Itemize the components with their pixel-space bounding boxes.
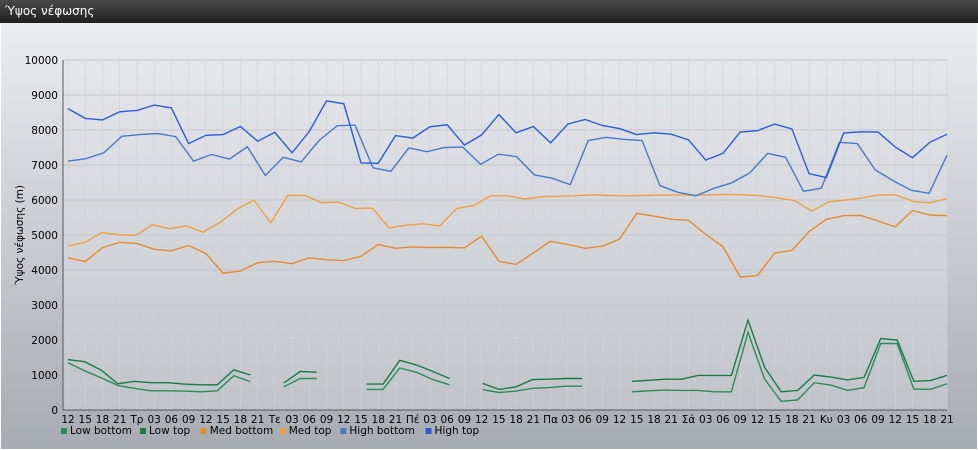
legend-marker-high-top: [425, 428, 432, 434]
x-tick-label: 06: [578, 414, 592, 426]
x-tick-label: 15: [492, 414, 505, 426]
x-tick-label: 12: [751, 414, 764, 426]
x-tick-label: 03: [285, 414, 298, 426]
y-tick-label: 4000: [31, 265, 58, 277]
series-line-low-top: [631, 317, 948, 393]
x-tick-label: 18: [509, 414, 522, 426]
legend-marker-low-bottom: [61, 428, 67, 434]
x-tick-label: 18: [96, 414, 109, 426]
x-tick-label: 06: [854, 414, 868, 426]
x-tick-label: 15: [906, 414, 919, 426]
x-tick-label: 18: [372, 414, 385, 426]
series-line-low-bottom: [631, 329, 948, 403]
y-tick-label: 8000: [31, 125, 58, 137]
y-tick-label: 5000: [31, 230, 58, 242]
legend-label-high-bottom: High bottom: [349, 425, 414, 437]
series-line-low-bottom: [366, 367, 450, 391]
series-line-med-top: [67, 193, 948, 247]
x-tick-label: 03: [561, 414, 574, 426]
series-line-high-bottom: [67, 124, 948, 197]
y-tick-label: 10000: [25, 55, 58, 67]
series-line-low-top: [366, 359, 450, 385]
x-tick-label: 15: [354, 414, 367, 426]
x-tick-label: 21: [940, 414, 953, 426]
y-tick-label: 6000: [31, 195, 58, 207]
x-tick-label: 18: [234, 414, 247, 426]
legend-marker-med-top: [279, 428, 286, 434]
legend-marker-high-bottom: [340, 428, 347, 434]
window-title: Ύψος νέφωσης: [5, 4, 95, 18]
x-tick-label: 18: [923, 414, 936, 426]
series-line-low-top: [67, 358, 251, 386]
x-tick-label: Πα: [543, 414, 558, 426]
x-tick-label: Τρ: [129, 414, 143, 426]
x-tick-label: 03: [423, 414, 436, 426]
y-tick-label: 1000: [31, 370, 58, 382]
x-tick-label: 12: [337, 414, 350, 426]
x-tick-label: 18: [647, 414, 660, 426]
x-tick-label: 03: [147, 414, 160, 426]
x-tick-label: 06: [303, 414, 317, 426]
legend-label-low-bottom: Low bottom: [70, 425, 132, 437]
series-line-high-top: [67, 100, 948, 179]
chart-panel: 0 1000 2000 3000 4000 5000 6000 7000 8000 9000 100…: [1, 23, 977, 449]
legend-label-low-top: Low top: [149, 425, 191, 437]
x-tick-label: 09: [320, 414, 333, 426]
x-tick-label: 09: [182, 414, 195, 426]
series-line-low-bottom: [283, 377, 317, 388]
x-tick-label: 21: [389, 414, 402, 426]
x-tick-label: 06: [716, 414, 730, 426]
x-tick-label: 12: [61, 414, 74, 426]
x-tick-label: 21: [802, 414, 815, 426]
x-tick-label: 06: [165, 414, 179, 426]
series-line-med-bottom: [67, 209, 948, 278]
y-axis-label: Ύψος νέφωσης (m): [14, 185, 26, 286]
y-tick-label: 0: [51, 405, 58, 417]
series-line-low-bottom: [67, 362, 251, 393]
x-tick-label: 12: [199, 414, 212, 426]
x-tick-label: 18: [785, 414, 798, 426]
x-tick-label: 21: [665, 414, 678, 426]
series-line-low-top: [283, 370, 317, 384]
x-tick-label: 15: [79, 414, 92, 426]
x-tick-label: 15: [630, 414, 643, 426]
legend-label-high-top: High top: [435, 425, 480, 437]
x-tick-label: 21: [251, 414, 264, 426]
y-tick-label: 9000: [31, 90, 58, 102]
x-tick-label: 06: [440, 414, 454, 426]
x-tick-label: Κυ: [820, 414, 833, 426]
legend-label-med-top: Med top: [289, 425, 332, 437]
series-line-low-bottom: [482, 385, 583, 394]
x-tick-label: 15: [768, 414, 781, 426]
x-tick-label: 15: [216, 414, 229, 426]
cloud-height-chart: 0 1000 2000 3000 4000 5000 6000 7000 8000 9000 100…: [14, 55, 954, 437]
y-tick-label: 2000: [31, 335, 58, 347]
legend-marker-low-top: [140, 428, 146, 434]
legend-marker-med-bottom: [200, 428, 207, 434]
x-tick-label: 09: [458, 414, 471, 426]
x-tick-label: 21: [113, 414, 126, 426]
x-tick-label: 12: [889, 414, 902, 426]
x-tick-label: Σά: [682, 414, 696, 426]
x-tick-label: 03: [837, 414, 850, 426]
legend-label-med-bottom: Med bottom: [210, 425, 274, 437]
x-tick-label: Πέ: [406, 414, 420, 426]
x-tick-label: 21: [527, 414, 540, 426]
series-line-low-top: [482, 377, 583, 391]
window-titlebar: Ύψος νέφωσης: [0, 0, 978, 23]
y-tick-label: 3000: [31, 300, 58, 312]
x-tick-label: 03: [699, 414, 712, 426]
y-tick-label: 7000: [31, 160, 58, 172]
x-tick-label: 12: [475, 414, 488, 426]
x-tick-label: 09: [871, 414, 884, 426]
x-tick-label: Τε: [268, 414, 281, 426]
x-tick-label: 12: [613, 414, 626, 426]
x-tick-label: 09: [733, 414, 746, 426]
x-tick-label: 09: [596, 414, 609, 426]
